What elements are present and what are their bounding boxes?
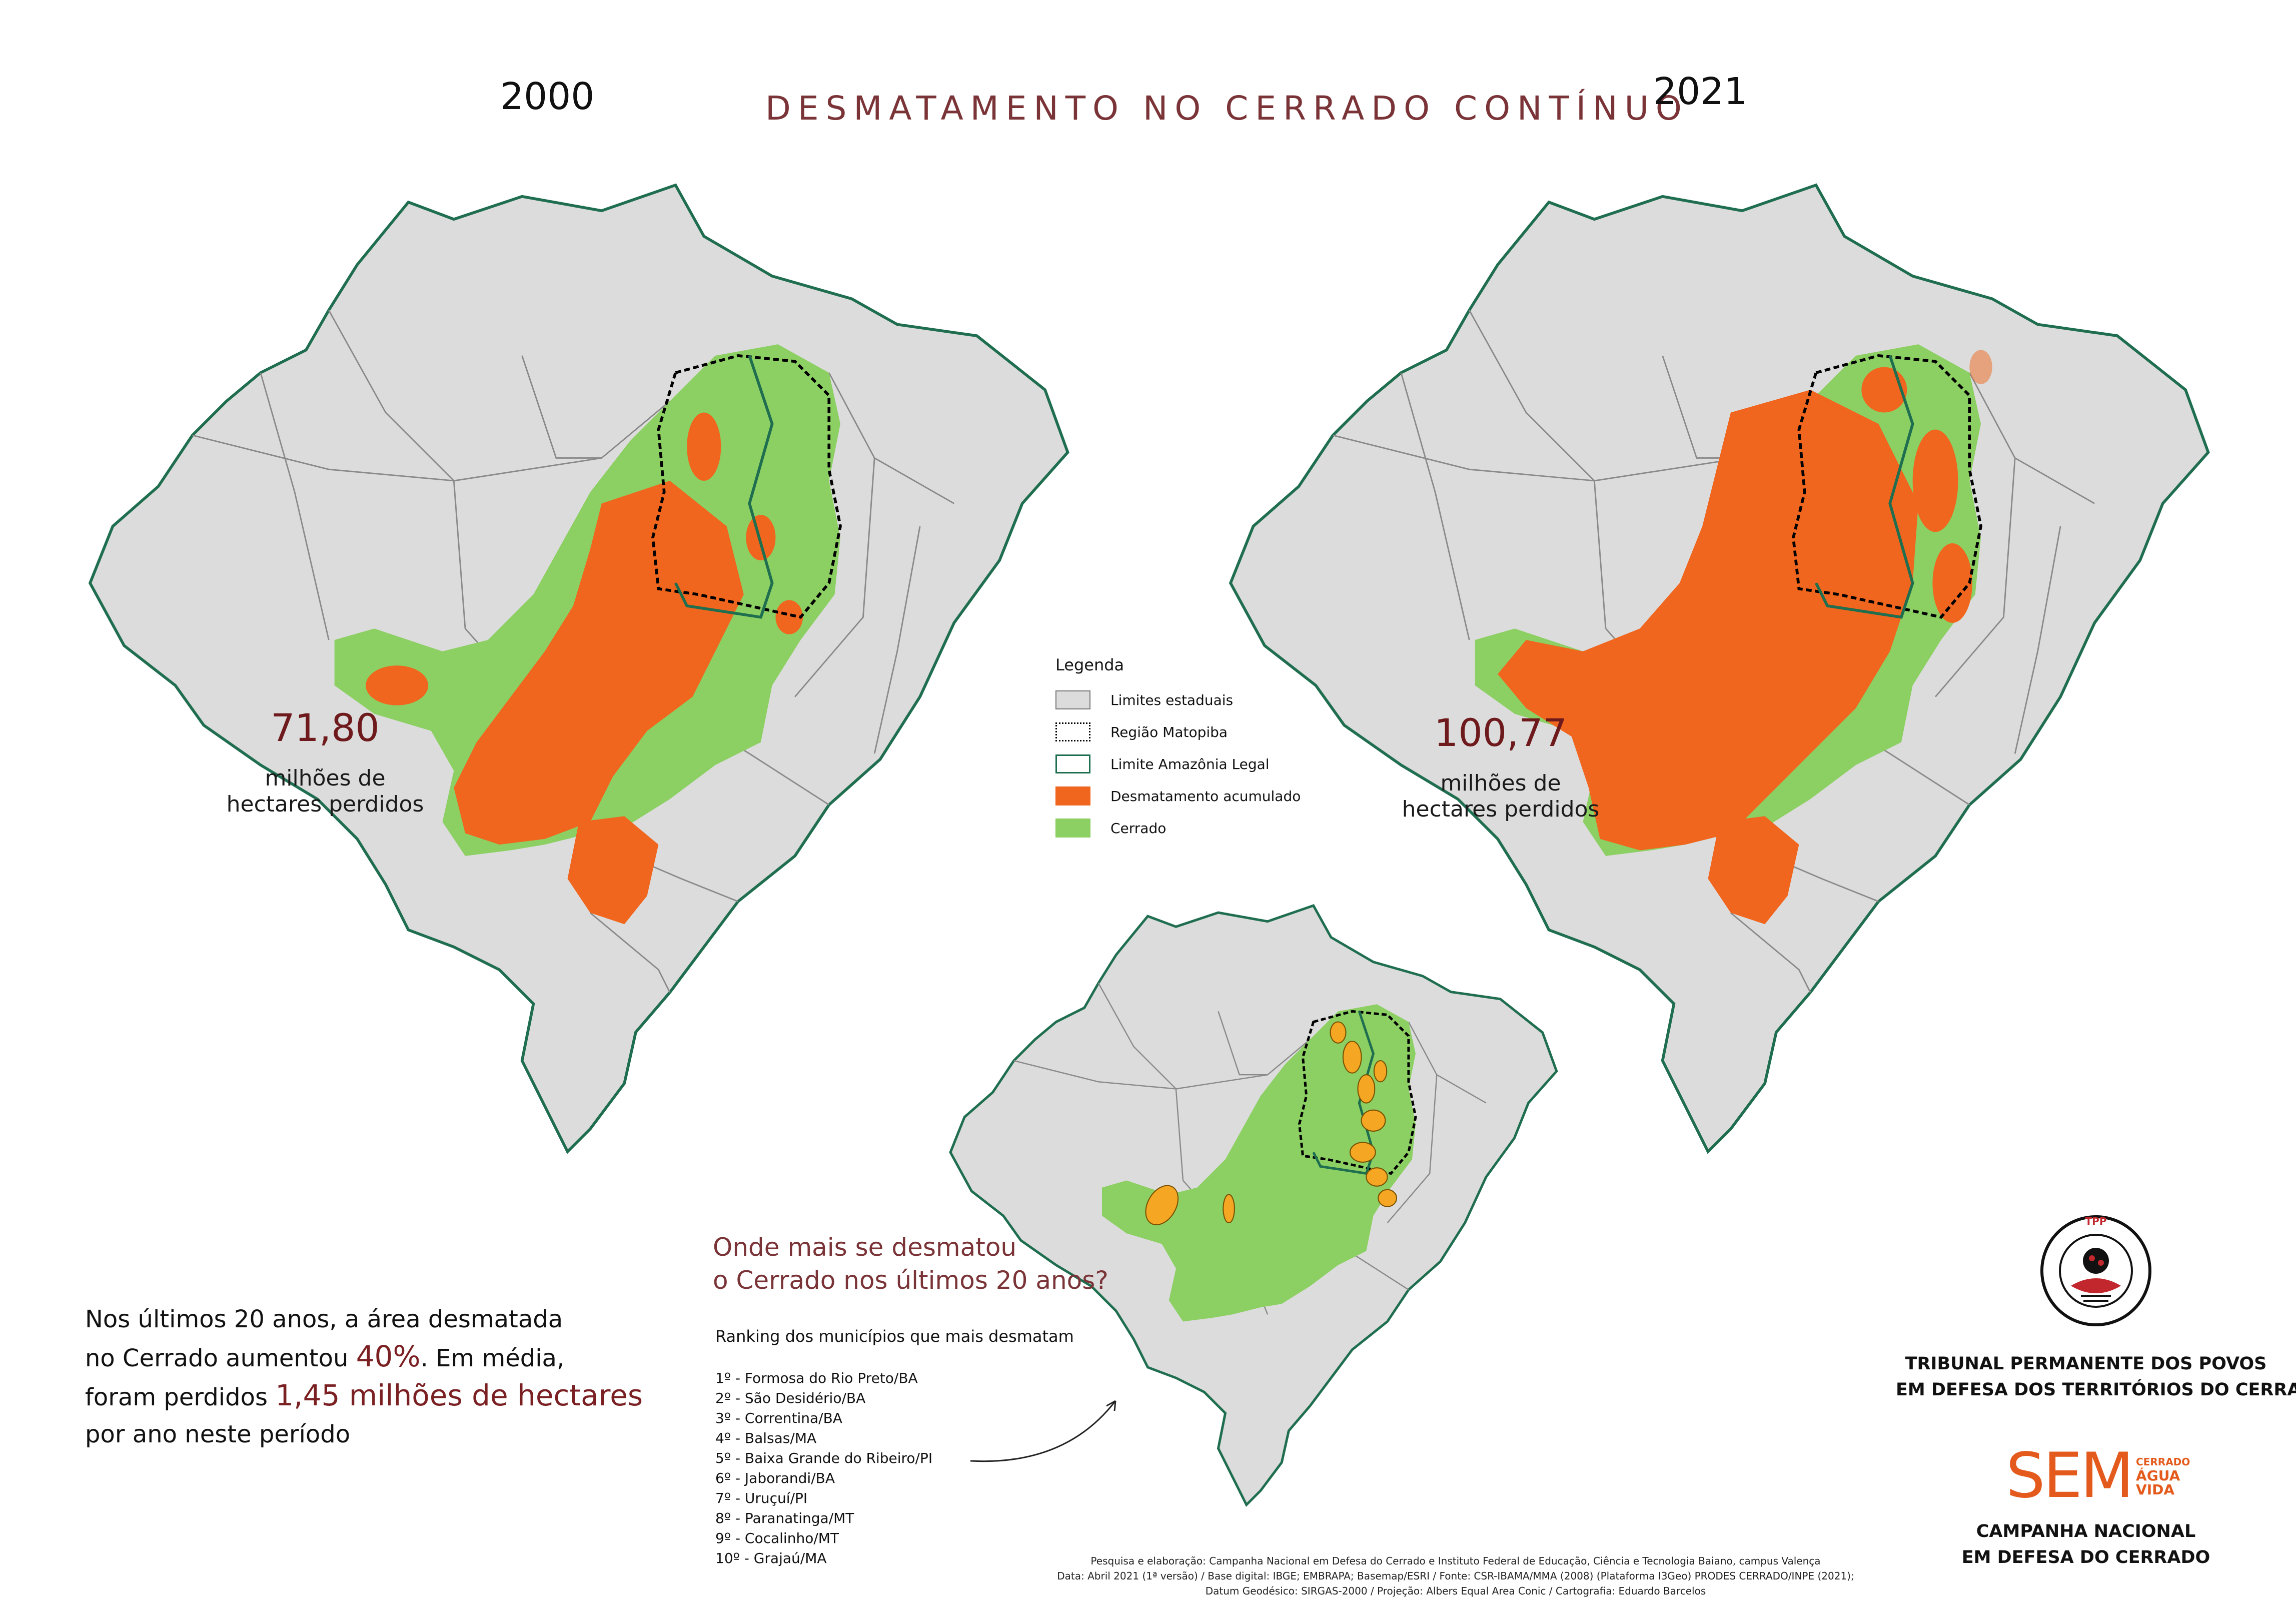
municipality-grajau	[1330, 1021, 1347, 1044]
ranking-question: Onde mais se desmatou o Cerrado nos últi…	[713, 1231, 1163, 1297]
ranking-item-8: 8º - Paranatinga/MT	[715, 1510, 854, 1526]
legend-item-amazon: Limite Amazônia Legal	[1055, 754, 1270, 773]
legend-swatch-matopiba	[1055, 722, 1090, 741]
legend-swatch-cerrado	[1055, 819, 1090, 838]
caption-2021-line1: milhões de	[1440, 770, 1561, 796]
deforestation-area	[1498, 390, 1918, 851]
summary-line4: por ano neste período	[85, 1420, 351, 1448]
ranking-question-line1: Onde mais se desmatou	[713, 1233, 1017, 1262]
sem-logo-text: SEM	[2006, 1440, 2134, 1512]
legend-swatch-amazon	[1055, 754, 1090, 773]
legend-item-states: Limites estaduais	[1055, 690, 1233, 709]
ranking-question-line2: o Cerrado nos últimos 20 anos?	[713, 1266, 1108, 1295]
ranking-item-5: 5º - Baixa Grande do Ribeiro/PI	[715, 1450, 933, 1466]
arrow-head-icon	[1106, 1400, 1116, 1411]
ranking-subtitle: Ranking dos municípios que mais desmatam	[715, 1327, 1074, 1346]
map-2000	[75, 185, 1105, 1186]
summary-line2: no Cerrado aumentou 40%. Em média,	[85, 1338, 735, 1377]
tribunal-name: TRIBUNAL PERMANENTE DOS POVOS EM DEFESA …	[1896, 1351, 2296, 1403]
sem-word-vida: VIDA	[2136, 1481, 2175, 1498]
year-label-2000: 2000	[500, 75, 595, 118]
municipality-baixa-grande	[1357, 1074, 1376, 1104]
campaign-name: CAMPANHA NACIONAL EM DEFESA DO CERRADO	[1936, 1518, 2236, 1570]
tribunal-line2: EM DEFESA DOS TERRITÓRIOS DO CERRADO	[1896, 1380, 2296, 1400]
ranking-item-7: 7º - Uruçuí/PI	[715, 1490, 808, 1506]
ranking-item-6: 6º - Jaborandi/BA	[715, 1470, 835, 1486]
ranking-item-2: 2º - São Desidério/BA	[715, 1390, 866, 1406]
legend-item-deforestation: Desmatamento acumulado	[1055, 786, 1301, 805]
municipality-balsas	[1342, 1041, 1362, 1074]
tribunal-line1: TRIBUNAL PERMANENTE DOS POVOS	[1905, 1354, 2267, 1374]
sem-word-agua: ÁGUA	[2136, 1467, 2180, 1484]
municipality-paranatinga	[1145, 1185, 1179, 1226]
legend-item-matopiba: Região Matopiba	[1055, 722, 1228, 741]
summary-highlight-hectares: 1,45 milhões de hectares	[275, 1378, 643, 1412]
municipality-cocalinho	[1223, 1194, 1235, 1224]
credits-line1: Pesquisa e elaboração: Campanha Nacional…	[1090, 1555, 1821, 1567]
ranking-item-10: 10º - Grajaú/MA	[715, 1550, 827, 1566]
legend-label-states: Limites estaduais	[1110, 691, 1234, 708]
legend-item-cerrado: Cerrado	[1055, 819, 1166, 838]
amazon-legal-boundary	[674, 355, 774, 619]
municipality-jaborandi	[1378, 1189, 1398, 1207]
caption-2000: milhões de hectares perdidos	[215, 765, 435, 818]
tpp-seal-logo: TPP	[2040, 1215, 2151, 1326]
legend-label-amazon: Limite Amazônia Legal	[1110, 755, 1270, 772]
municipality-urucui	[1373, 1060, 1388, 1083]
top-municipalities	[1145, 1021, 1398, 1226]
sem-logo: SEM CERRADO ÁGUA VIDA	[2006, 1440, 2190, 1512]
value-2021: 100,77	[1434, 710, 1567, 755]
sem-word-cerrado: CERRADO	[2136, 1456, 2190, 1468]
legend-swatch-deforestation	[1055, 786, 1090, 805]
summary-line2-text: no Cerrado aumentou	[85, 1344, 349, 1372]
summary-text: Nos últimos 20 anos, a área desmatada no…	[85, 1301, 735, 1453]
ranking-item-1: 1º - Formosa do Rio Preto/BA	[715, 1370, 918, 1386]
summary-line3: foram perdidos 1,45 milhões de hectares	[85, 1377, 735, 1416]
municipality-sao-desiderio	[1349, 1142, 1376, 1163]
campaign-line2: EM DEFESA DO CERRADO	[1961, 1547, 2210, 1567]
credits-line3: Datum Geodésico: SIRGAS-2000 / Projeção:…	[1205, 1585, 1706, 1597]
summary-highlight-percent: 40%	[356, 1339, 421, 1373]
municipality-formosa	[1361, 1109, 1386, 1132]
value-2000: 71,80	[271, 705, 380, 750]
credits-line2: Data: Abril 2021 (1ª versão) / Base digi…	[1057, 1570, 1854, 1582]
ranking-item-3: 3º - Correntina/BA	[715, 1410, 842, 1426]
caption-2000-line1: milhões de	[265, 765, 386, 791]
legend-label-deforestation: Desmatamento acumulado	[1110, 787, 1301, 804]
caption-2021-line2: hectares perdidos	[1402, 796, 1600, 822]
ranking-item-9: 9º - Cocalinho/MT	[715, 1530, 839, 1546]
map-2021	[1216, 185, 2246, 1186]
municipality-correntina	[1366, 1167, 1388, 1187]
ranking-list: 1º - Formosa do Rio Preto/BA 2º - São De…	[715, 1368, 932, 1568]
legend-title: Legenda	[1055, 655, 1124, 674]
seal-top-text: TPP	[2085, 1215, 2107, 1227]
map-ranking	[945, 906, 1576, 1526]
deforestation-patches	[366, 412, 803, 705]
page-title: DESMATAMENTO NO CERRADO CONTÍNUO	[765, 89, 1689, 128]
legend-label-matopiba: Região Matopiba	[1110, 723, 1228, 740]
caption-2021: milhões de hectares perdidos	[1391, 770, 1611, 823]
summary-line1: Nos últimos 20 anos, a área desmatada	[85, 1305, 563, 1333]
legend-swatch-states	[1055, 690, 1090, 709]
campaign-line1: CAMPANHA NACIONAL	[1976, 1521, 2196, 1541]
summary-line2-end: . Em média,	[420, 1344, 565, 1372]
deforestation-patches	[1861, 350, 1992, 623]
caption-2000-line2: hectares perdidos	[226, 791, 424, 817]
ranking-item-4: 4º - Balsas/MA	[715, 1430, 817, 1446]
ranking-arrow	[970, 1400, 1116, 1462]
credits: Pesquisa e elaboração: Campanha Nacional…	[1005, 1553, 1906, 1598]
sem-logo-words: CERRADO ÁGUA VIDA	[2136, 1455, 2190, 1497]
legend-label-cerrado: Cerrado	[1110, 820, 1167, 837]
amazon-legal-boundary	[1814, 355, 1914, 619]
legend: Legenda Limites estaduais Região Matopib…	[1055, 650, 1356, 851]
summary-line3-text: foram perdidos	[85, 1383, 268, 1411]
year-label-2021: 2021	[1653, 70, 1748, 113]
